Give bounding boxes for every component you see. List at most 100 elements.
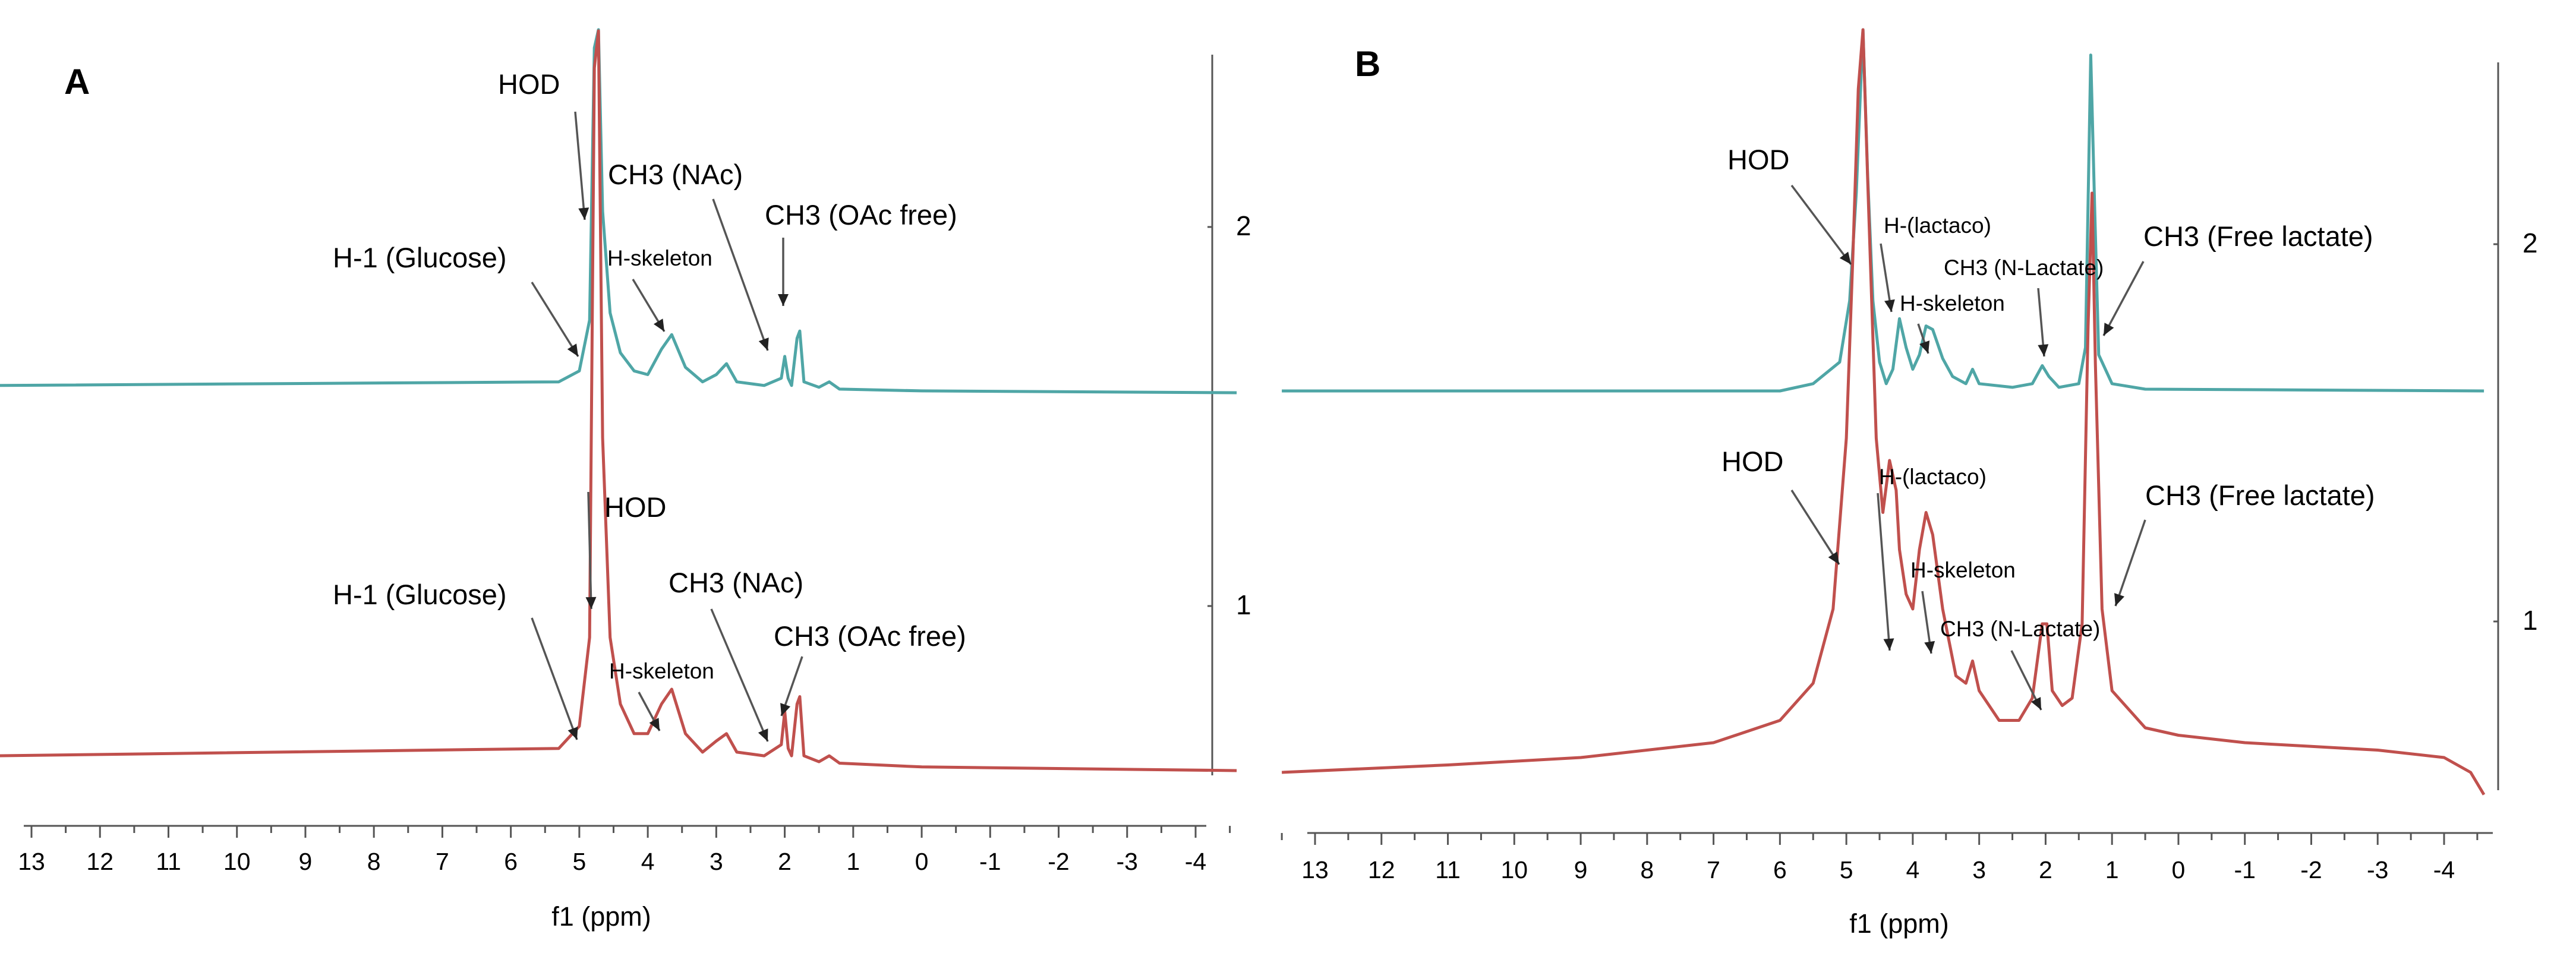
x-axis-title: f1 (ppm) bbox=[1849, 908, 1949, 939]
peak-annotation-label: HOD bbox=[604, 491, 666, 523]
spectrum-trace-2 bbox=[0, 28, 1237, 395]
peak-annotation-label: H-skeleton bbox=[607, 246, 712, 270]
peak-annotation-label: HOD bbox=[1727, 144, 1789, 175]
annotation-leader bbox=[531, 617, 578, 740]
annotation-arrowhead bbox=[649, 718, 660, 731]
x-tick-label: 10 bbox=[223, 848, 251, 875]
x-tick-label: -2 bbox=[1048, 848, 1069, 875]
peak-annotation-label: H-(lactaco) bbox=[1879, 465, 1987, 489]
x-tick-label: 8 bbox=[367, 848, 381, 875]
peak-annotations: HOD CH3 (NAc) CH3 (OAc free) H-1 (Glucose) H… bbox=[333, 68, 966, 742]
peak-annotation-label: CH3 (N-Lactate) bbox=[1944, 255, 2104, 280]
peak-annotation-label: CH3 (OAc free) bbox=[765, 199, 957, 231]
x-tick-label: 2 bbox=[2039, 856, 2052, 883]
annotation-arrowhead bbox=[2104, 323, 2114, 336]
peak-annotation-label: CH3 (N-Lactate) bbox=[1940, 617, 2100, 641]
peak-annotation-label: HOD bbox=[1721, 446, 1783, 477]
panel-letter: B bbox=[1355, 44, 1380, 84]
peak-annotation-label: HOD bbox=[498, 68, 560, 100]
panel-letter: A bbox=[64, 62, 90, 102]
x-tick-label: 0 bbox=[2172, 856, 2186, 883]
peak-annotation-label: CH3 (Free lactate) bbox=[2145, 479, 2375, 511]
annotation-arrowhead bbox=[1839, 251, 1851, 264]
annotation-arrowhead bbox=[1828, 551, 1839, 564]
annotation-leader bbox=[712, 198, 769, 351]
annotation-arrowhead bbox=[578, 207, 589, 220]
peak-annotation-label: CH3 (OAc free) bbox=[774, 620, 966, 652]
spectrum-trace-1 bbox=[0, 29, 1237, 772]
spectrum-trace-2 bbox=[1282, 28, 2484, 393]
x-tick-label: 4 bbox=[641, 848, 655, 875]
annotation-arrowhead bbox=[567, 727, 578, 740]
x-tick-label: 0 bbox=[915, 848, 929, 875]
peak-annotation-label: H-(lactaco) bbox=[1884, 213, 1991, 238]
x-tick-label: -4 bbox=[1185, 848, 1206, 875]
x-tick-label: 7 bbox=[436, 848, 449, 875]
x-tick-label: 13 bbox=[1301, 856, 1329, 883]
x-tick-label: 3 bbox=[1972, 856, 1986, 883]
annotation-leader bbox=[587, 491, 592, 610]
x-tick-label: 2 bbox=[778, 848, 792, 875]
axes: 13 12 11 10 9 8 7 6 5 4 3 2 1 0 -1 -2 -3 -421 bbox=[1281, 62, 2538, 883]
annotation-arrowhead bbox=[653, 318, 664, 332]
x-tick-label: 12 bbox=[86, 848, 113, 875]
y-tick-label: 1 bbox=[2523, 605, 2538, 636]
peak-annotation-label: CH3 (NAc) bbox=[608, 159, 743, 190]
peak-annotation-label: H-skeleton bbox=[609, 659, 714, 683]
annotation-arrowhead bbox=[1924, 640, 1935, 654]
x-tick-label: 5 bbox=[1840, 856, 1853, 883]
spectra bbox=[0, 28, 1237, 772]
x-axis-title: f1 (ppm) bbox=[551, 901, 651, 932]
x-tick-label: 11 bbox=[156, 848, 181, 875]
x-tick-label: 8 bbox=[1640, 856, 1654, 883]
x-tick-label: -3 bbox=[2367, 856, 2388, 883]
x-tick-label: 1 bbox=[846, 848, 860, 875]
y-tick-label: 1 bbox=[1236, 589, 1251, 620]
annotation-arrowhead bbox=[2038, 344, 2049, 356]
annotation-arrowhead bbox=[2114, 593, 2125, 606]
x-tick-label: 5 bbox=[572, 848, 586, 875]
x-tick-label: -3 bbox=[1117, 848, 1138, 875]
x-tick-label: 4 bbox=[1906, 856, 1919, 883]
x-tick-label: 6 bbox=[1773, 856, 1787, 883]
annotation-leader bbox=[1877, 493, 1891, 651]
x-tick-label: 1 bbox=[2105, 856, 2119, 883]
x-tick-label: 10 bbox=[1500, 856, 1528, 883]
peak-annotation-label: CH3 (NAc) bbox=[669, 567, 803, 598]
x-tick-label: -4 bbox=[2433, 856, 2455, 883]
annotation-arrowhead bbox=[758, 728, 768, 741]
peak-annotation-label: H-skeleton bbox=[1900, 291, 2005, 315]
x-tick-label: 6 bbox=[504, 848, 518, 875]
x-tick-label: 12 bbox=[1368, 856, 1395, 883]
annotation-arrowhead bbox=[758, 337, 769, 351]
annotation-leader bbox=[2102, 261, 2145, 336]
x-tick-label: 13 bbox=[18, 848, 45, 875]
peak-annotation-label: CH3 (Free lactate) bbox=[2143, 220, 2373, 252]
annotation-leader bbox=[531, 282, 579, 357]
x-tick-label: -1 bbox=[979, 848, 1001, 875]
peak-annotations: HOD H-(lactaco) CH3 (N-Lactate) CH3 (Free l… bbox=[1721, 144, 2375, 711]
spectrum-trace-1 bbox=[1281, 28, 2486, 796]
peak-annotation-label: H-skeleton bbox=[1910, 558, 2016, 582]
y-tick-label: 2 bbox=[2523, 228, 2538, 258]
annotation-leader bbox=[574, 111, 586, 220]
annotation-arrowhead bbox=[780, 703, 791, 716]
x-tick-label: 9 bbox=[299, 848, 313, 875]
annotation-arrowhead bbox=[778, 294, 789, 306]
panel-b: B 13 12 11 10 9 8 7 6 5 4 3 2 1 0 -1 -2 -3 -421 HODH-(lac… bbox=[1281, 28, 2538, 939]
x-tick-label: 11 bbox=[1435, 856, 1461, 883]
peak-annotation-label: H-1 (Glucose) bbox=[333, 579, 507, 610]
annotation-leader bbox=[1790, 490, 1840, 565]
annotation-arrowhead bbox=[585, 597, 597, 609]
annotation-leader bbox=[2114, 519, 2146, 607]
annotation-arrowhead bbox=[1919, 340, 1930, 354]
x-tick-label: 3 bbox=[710, 848, 723, 875]
annotation-arrowhead bbox=[1884, 299, 1895, 312]
axes: 13 12 11 10 9 8 7 6 5 4 3 2 1 0 -1 -2 -3 -421 bbox=[18, 55, 1251, 875]
peak-annotation-label: H-1 (Glucose) bbox=[333, 242, 507, 273]
x-tick-label: -1 bbox=[2234, 856, 2255, 883]
annotation-arrowhead bbox=[567, 343, 578, 356]
spectra bbox=[1281, 28, 2486, 796]
